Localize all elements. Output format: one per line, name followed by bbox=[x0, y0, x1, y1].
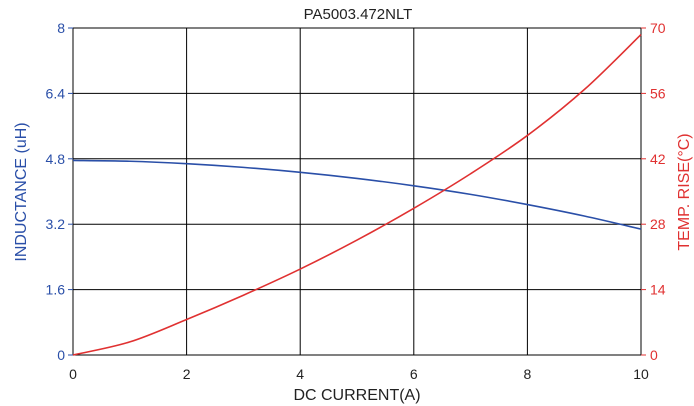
y-right-tick-label: 56 bbox=[650, 85, 666, 101]
plot-frame bbox=[72, 27, 642, 356]
y-right-tick-label: 14 bbox=[650, 282, 666, 298]
x-axis-title: DC CURRENT(A) bbox=[293, 387, 420, 404]
y-right-tick-label: 70 bbox=[650, 20, 666, 36]
x-tick-label: 10 bbox=[633, 366, 649, 382]
x-tick-label: 8 bbox=[524, 366, 532, 382]
x-tick-label: 4 bbox=[296, 366, 304, 382]
inductance-line bbox=[72, 159, 642, 230]
series-layer bbox=[72, 33, 642, 356]
x-tick-label: 0 bbox=[69, 366, 77, 382]
y-left-tick-label: 8 bbox=[57, 20, 65, 36]
grid-lines bbox=[72, 27, 642, 356]
y-right-tick-label: 28 bbox=[650, 216, 666, 232]
temp-rise-line bbox=[72, 33, 642, 356]
y-right-tick-label: 0 bbox=[650, 347, 658, 363]
x-tick-label: 2 bbox=[183, 366, 191, 382]
y-left-axis-title: INDUCTANCE (uH) bbox=[13, 122, 30, 261]
chart-title: PA5003.472NLT bbox=[304, 6, 413, 23]
y-left-tick-label: 1.6 bbox=[46, 282, 66, 298]
y-right-axis-ticks: 0 14 28 42 56 70 bbox=[641, 20, 666, 363]
y-left-tick-label: 4.8 bbox=[46, 151, 66, 167]
x-axis-ticks: 0 2 4 6 8 10 bbox=[69, 366, 649, 382]
x-tick-label: 6 bbox=[410, 366, 418, 382]
y-left-tick-label: 3.2 bbox=[46, 216, 66, 232]
y-right-axis-title: TEMP. RISE(°C) bbox=[676, 133, 693, 250]
y-right-tick-label: 42 bbox=[650, 151, 666, 167]
y-left-axis-ticks: 0 1.6 3.2 4.8 6.4 8 bbox=[46, 20, 73, 363]
y-left-tick-label: 6.4 bbox=[46, 85, 66, 101]
y-left-tick-label: 0 bbox=[57, 347, 65, 363]
